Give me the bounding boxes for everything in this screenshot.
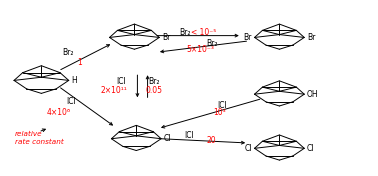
Text: ICl: ICl	[116, 77, 126, 86]
Text: Br₂: Br₂	[148, 77, 160, 86]
Text: 2×10¹¹: 2×10¹¹	[100, 86, 127, 95]
Text: Cl: Cl	[245, 144, 252, 153]
Text: 5×10⁻³: 5×10⁻³	[186, 45, 214, 54]
Text: 4×10⁶: 4×10⁶	[47, 108, 71, 117]
Text: H: H	[71, 76, 77, 85]
Text: < 10⁻⁵: < 10⁻⁵	[191, 28, 217, 37]
Text: Br: Br	[162, 33, 170, 42]
Text: 10³: 10³	[213, 108, 226, 117]
Text: ICl: ICl	[67, 98, 76, 106]
Text: relative
rate constant: relative rate constant	[15, 131, 64, 145]
Text: Br₂: Br₂	[62, 48, 73, 56]
Text: 20: 20	[207, 136, 217, 145]
Text: Br₂: Br₂	[207, 39, 218, 48]
Text: Cl: Cl	[164, 134, 171, 143]
Text: Cl: Cl	[307, 144, 314, 153]
Text: Br₂: Br₂	[180, 28, 191, 37]
Text: Br: Br	[243, 33, 252, 42]
Text: Br: Br	[307, 33, 315, 42]
Text: OH: OH	[307, 90, 319, 99]
Text: ICl: ICl	[184, 131, 194, 140]
Text: 0.05: 0.05	[146, 86, 163, 95]
Text: ICl: ICl	[217, 101, 227, 110]
Text: 1: 1	[77, 58, 82, 67]
